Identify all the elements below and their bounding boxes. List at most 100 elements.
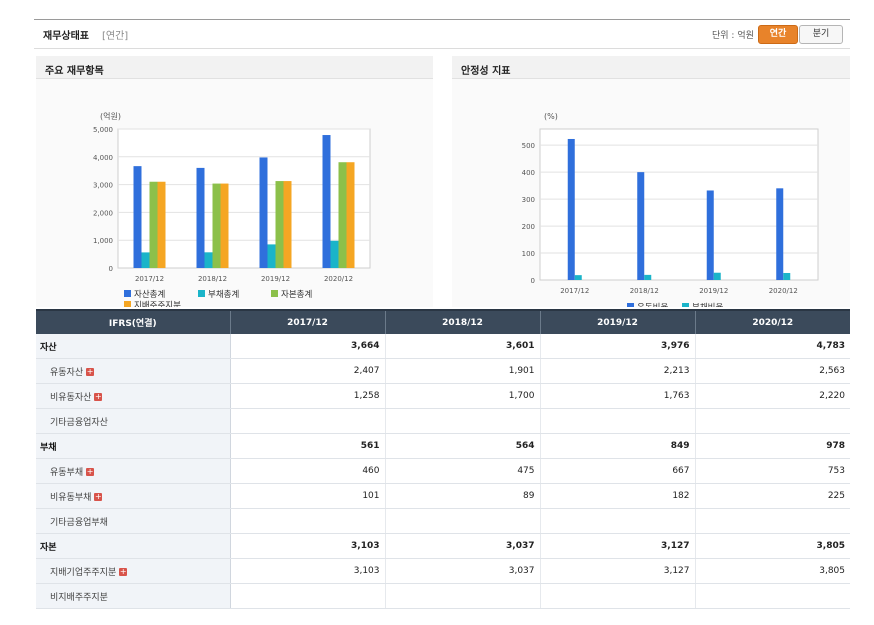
table-row: 자산 3,664 3,601 3,976 4,783 [36, 334, 850, 359]
table-cell [230, 408, 386, 434]
section-header: 재무상태표 [연간] 단위 : 억원 연간 분기 [34, 19, 850, 49]
column-header: 2017/12 [230, 309, 386, 334]
table-cell: 3,037 [385, 533, 541, 559]
row-label-text: 유동자산 [50, 367, 84, 378]
bar-0-3 [776, 188, 784, 280]
plot-area [539, 128, 819, 281]
row-label-text: 기타금융업자산 [50, 417, 108, 428]
column-header: 2018/12 [385, 309, 541, 334]
table-cell [695, 583, 850, 609]
annual-toggle-button[interactable]: 연간 [758, 25, 798, 44]
row-label-text: 비유동부채 [50, 492, 92, 503]
unit-label: 단위 : 억원 [712, 31, 754, 41]
bar-1-2 [267, 244, 276, 268]
table-row: 유동자산 +2,407 1,901 2,213 2,563 [36, 358, 850, 384]
bar-0-2 [259, 157, 268, 268]
bar-2-2 [275, 181, 284, 268]
table-cell: 564 [385, 433, 541, 459]
table-cell [540, 508, 696, 534]
legend-swatch [271, 290, 278, 297]
expand-plus-icon[interactable]: + [86, 467, 95, 476]
table-cell [540, 408, 696, 434]
y-tick-label: 1,000 [93, 237, 113, 245]
column-header: 2020/12 [695, 309, 850, 334]
table-cell: 2,563 [695, 358, 850, 384]
left-chart-panel: 0 1,000 2,000 3,000 4,000 5,000 (억원) 2017/12 201… [36, 79, 433, 311]
y-tick-label: 0 [109, 265, 113, 273]
legend-swatch [627, 303, 634, 310]
table-cell: 1,763 [540, 383, 696, 409]
table-cell: 3,103 [230, 533, 386, 559]
x-tick-label: 2019/12 [699, 287, 728, 295]
table-cell: 225 [695, 483, 850, 509]
bar-0-2 [706, 190, 714, 280]
y-tick-label: 2,000 [93, 209, 113, 217]
table-cell: 182 [540, 483, 696, 509]
legend-swatch [124, 301, 131, 308]
right-chart-panel: 0 100 200 300 400 500 (%) 2017/12 2018/12 2019/12… [452, 79, 850, 313]
row-label: 자산 [36, 334, 231, 359]
expand-plus-icon[interactable]: + [86, 367, 95, 376]
bar-3-2 [283, 181, 292, 268]
table-cell: 1,258 [230, 383, 386, 409]
table-row: 비유동부채 +101 89 182 225 [36, 483, 850, 509]
row-label-text: 유동부채 [50, 467, 84, 478]
table-cell: 3,805 [695, 558, 850, 584]
y-tick-label: 300 [522, 196, 535, 204]
y-tick-label: 100 [522, 250, 535, 258]
table-cell: 1,700 [385, 383, 541, 409]
left-chart-header: 주요 재무항목 [36, 56, 433, 79]
table-cell: 460 [230, 458, 386, 484]
bar-0-1 [637, 172, 645, 280]
table-row: 유동부채 +460 475 667 753 [36, 458, 850, 484]
row-label: 비유동자산 + [36, 383, 231, 409]
expand-plus-icon[interactable]: + [94, 492, 103, 501]
table-cell [695, 508, 850, 534]
x-tick-label: 2020/12 [324, 275, 353, 283]
table-cell [385, 408, 541, 434]
x-tick-label: 2019/12 [261, 275, 290, 283]
table-cell: 561 [230, 433, 386, 459]
expand-plus-icon[interactable]: + [94, 392, 103, 401]
table-cell [695, 408, 850, 434]
table-cell: 89 [385, 483, 541, 509]
corner-header: IFRS(연결) [36, 309, 231, 334]
legend-swatch [682, 303, 689, 310]
row-label-text: 지배기업주주지분 [50, 567, 117, 578]
bar-0-0 [567, 138, 575, 280]
legend-label: 부채총계 [208, 289, 239, 300]
table-row: 기타금융업자산 [36, 408, 850, 434]
table-row: 기타금융업부채 [36, 508, 850, 534]
row-label-text: 자본 [40, 542, 57, 553]
y-tick-label: 3,000 [93, 182, 113, 190]
table-cell: 3,805 [695, 533, 850, 559]
x-tick-label: 2018/12 [630, 287, 659, 295]
expand-plus-icon[interactable]: + [119, 567, 128, 576]
table-cell [230, 583, 386, 609]
y-tick-label: 400 [522, 169, 535, 177]
table-cell: 3,664 [230, 334, 386, 359]
quarterly-toggle-button[interactable]: 분기 [799, 25, 843, 44]
table-cell: 1,901 [385, 358, 541, 384]
table-cell: 978 [695, 433, 850, 459]
financial-items-chart: 0 1,000 2,000 3,000 4,000 5,000 (억원) 2017/12 201… [93, 111, 371, 311]
bar-3-3 [346, 162, 355, 268]
table-cell: 3,037 [385, 558, 541, 584]
bar-0-0 [133, 166, 142, 268]
bar-2-0 [149, 181, 158, 268]
y-tick-label: 0 [531, 277, 535, 285]
row-label: 기타금융업자산 [36, 408, 231, 434]
x-tick-label: 2020/12 [769, 287, 798, 295]
y-tick-label: 4,000 [93, 154, 113, 162]
bar-1-3 [330, 240, 339, 268]
row-label: 비지배주주지분 [36, 583, 231, 609]
bar-0-1 [196, 167, 205, 268]
section-subtitle: [연간] [102, 31, 129, 42]
bar-3-0 [157, 181, 166, 268]
bar-3-1 [220, 183, 229, 268]
legend-label: 자본총계 [281, 289, 312, 300]
y-tick-label: 500 [522, 142, 535, 150]
bar-0-3 [322, 135, 331, 268]
financial-statement-card: 재무상태표 [연간] 단위 : 억원 연간 분기 주요 재무항목 0 1,000 2… [34, 19, 850, 619]
table-cell: 667 [540, 458, 696, 484]
